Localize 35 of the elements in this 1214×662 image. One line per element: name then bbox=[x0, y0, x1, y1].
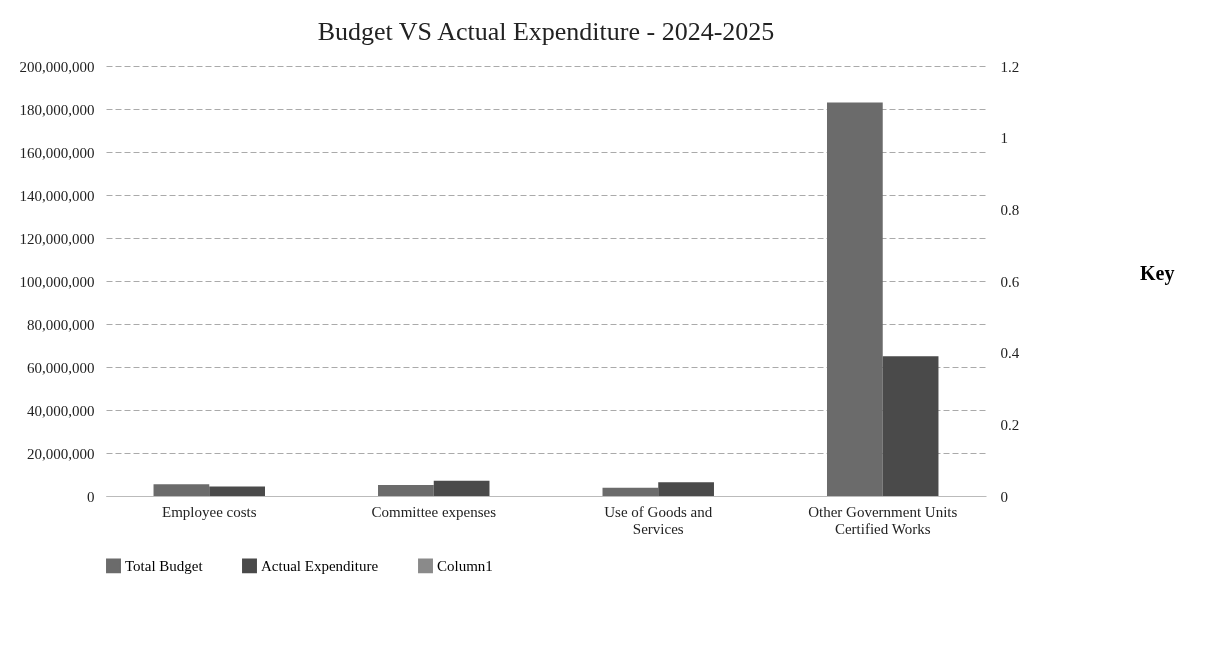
y-tick-label: 80,000,000 bbox=[27, 316, 95, 333]
y2-tick-label: 0.6 bbox=[1000, 273, 1020, 290]
bar bbox=[602, 487, 659, 496]
y-tick-label: 0 bbox=[87, 488, 95, 505]
x-tick-label: Use of Goods and Services bbox=[604, 503, 713, 537]
y-tick-label: 100,000,000 bbox=[19, 273, 95, 290]
y2-tick-label: 0.8 bbox=[1000, 201, 1020, 218]
y2-tick-label: 0.4 bbox=[1000, 345, 1020, 362]
y-tick-label: 180,000,000 bbox=[19, 101, 95, 118]
legend-label: Actual Expenditure bbox=[261, 557, 379, 574]
x-tick-label: Other Government Units Certified Works bbox=[808, 503, 958, 537]
bar bbox=[658, 482, 714, 496]
chart-title: Budget VS Actual Expenditure - 2024-2025 bbox=[317, 17, 775, 46]
y-tick-label: 20,000,000 bbox=[27, 445, 95, 462]
legend-label: Column1 bbox=[437, 557, 493, 574]
bar bbox=[378, 485, 434, 496]
bar bbox=[433, 480, 490, 496]
x-tick-label: Committee expenses bbox=[371, 503, 497, 520]
y2-tick-label: 0 bbox=[1000, 488, 1008, 505]
y-tick-label: 40,000,000 bbox=[27, 402, 95, 419]
y-tick-label: 160,000,000 bbox=[19, 144, 95, 161]
bar bbox=[882, 356, 939, 496]
y-tick-label: 200,000,000 bbox=[19, 58, 95, 75]
y-tick-label: 120,000,000 bbox=[19, 230, 95, 247]
y2-tick-label: 0.2 bbox=[1000, 416, 1020, 433]
y2-tick-label: 1 bbox=[1000, 130, 1008, 147]
legend-label: Total Budget bbox=[125, 557, 204, 574]
bar bbox=[209, 486, 265, 496]
y-tick-label: 60,000,000 bbox=[27, 359, 95, 376]
x-tick-label: Employee costs bbox=[161, 503, 257, 520]
y-tick-label: 140,000,000 bbox=[19, 187, 95, 204]
text: Key bbox=[1140, 262, 1175, 285]
bar bbox=[827, 102, 883, 496]
y2-tick-label: 1.2 bbox=[1000, 58, 1020, 75]
bar bbox=[153, 484, 210, 496]
